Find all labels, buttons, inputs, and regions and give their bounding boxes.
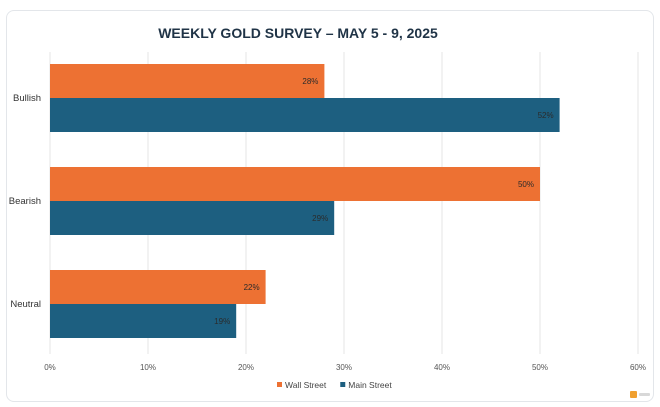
bars: 28% 52% 50% 29% 22% 19% xyxy=(50,64,560,338)
legend-entry: Wall Street xyxy=(285,380,327,390)
data-label: 22% xyxy=(244,283,260,292)
bar-wall-street xyxy=(50,270,266,304)
legend-entry: Main Street xyxy=(348,380,392,390)
bar-main-street xyxy=(50,304,237,338)
category-labels: Bullish Bearish Neutral xyxy=(9,93,41,310)
x-tick-label: 20% xyxy=(238,363,254,372)
x-axis-ticks: 0% 10% 20% 30% 40% 50% 60% xyxy=(44,363,646,372)
bar-main-street xyxy=(50,201,335,235)
category-label: Bullish xyxy=(13,93,41,104)
data-label: 19% xyxy=(214,317,230,326)
data-label: 29% xyxy=(312,214,328,223)
data-label: 52% xyxy=(538,111,554,120)
legend-swatch xyxy=(340,382,346,387)
bar-main-street xyxy=(50,98,560,132)
bar-wall-street xyxy=(50,64,325,98)
chart-title: WEEKLY GOLD SURVEY – MAY 5 - 9, 2025 xyxy=(158,25,438,41)
bar-wall-street xyxy=(50,167,540,201)
legend: Wall Street Main Street xyxy=(277,380,392,390)
data-label: 28% xyxy=(302,77,318,86)
watermark-logo-icon xyxy=(630,388,652,400)
x-tick-label: 50% xyxy=(532,363,548,372)
category-label: Bearish xyxy=(9,196,41,207)
data-label: 50% xyxy=(518,180,534,189)
legend-swatch xyxy=(277,382,282,387)
x-tick-label: 10% xyxy=(140,363,156,372)
x-tick-label: 60% xyxy=(630,363,646,372)
x-tick-label: 40% xyxy=(434,363,450,372)
x-tick-label: 30% xyxy=(336,363,352,372)
x-tick-label: 0% xyxy=(44,363,56,372)
category-label: Neutral xyxy=(10,299,41,310)
